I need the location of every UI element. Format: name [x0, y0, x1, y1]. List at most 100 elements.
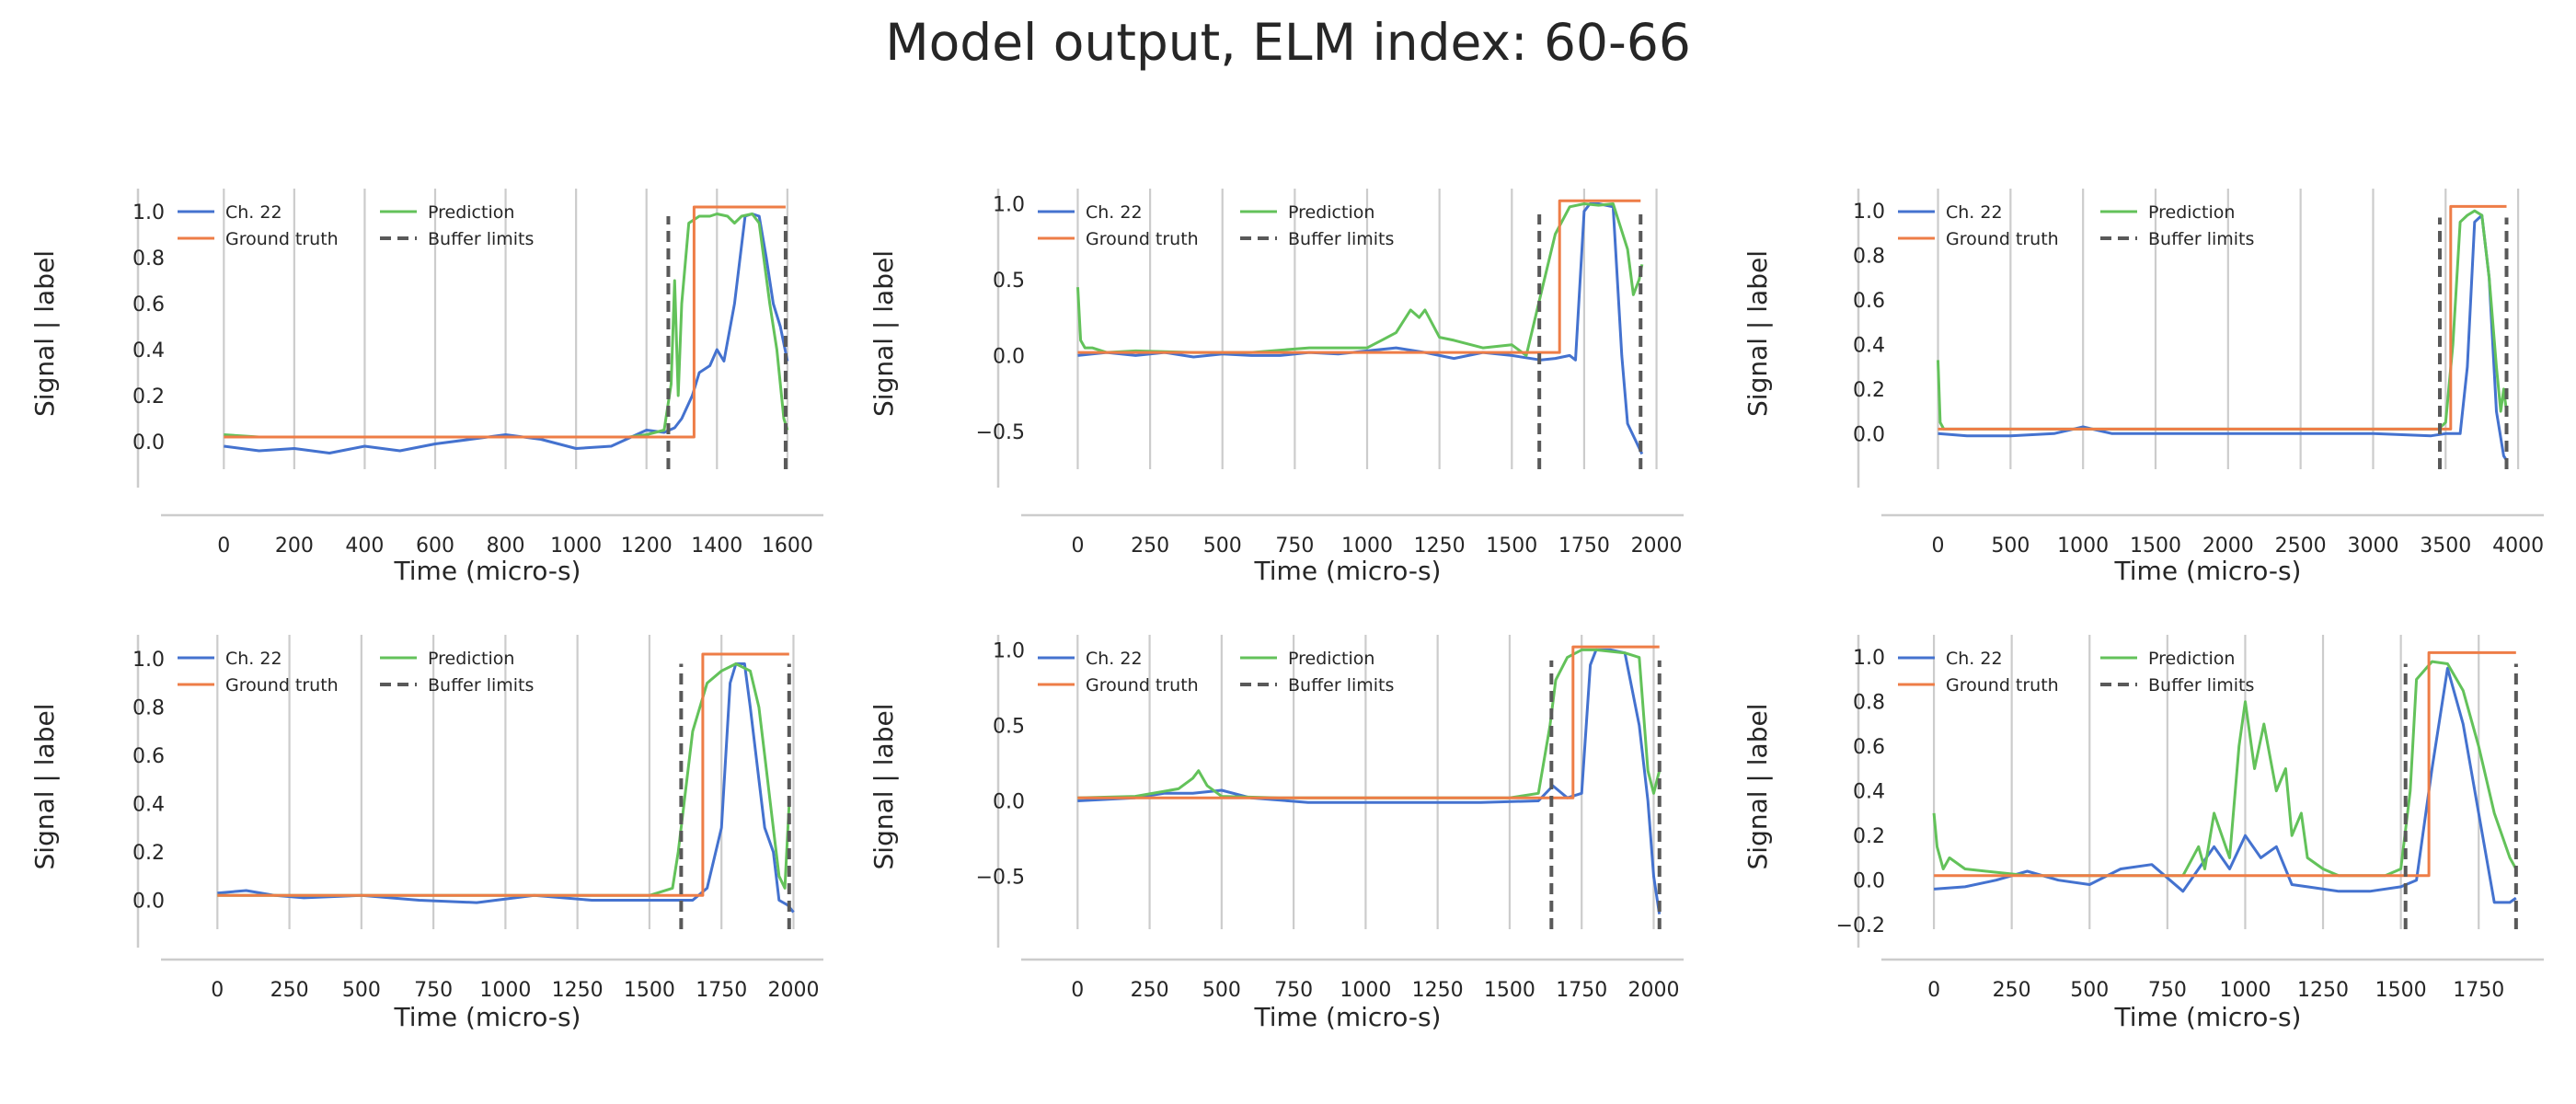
legend-label: Ground truth — [225, 675, 339, 696]
y-tick-label: 0.0 — [132, 891, 165, 914]
y-tick-label: 0.4 — [132, 794, 165, 817]
y-tick-label: −0.5 — [976, 421, 1025, 444]
y-axis-label: Signal | label — [1742, 250, 1773, 417]
y-axis-label: Signal | label — [29, 250, 60, 417]
y-tick-label: 0.6 — [1853, 736, 1885, 759]
x-axis-label: Time (micro-s) — [1254, 556, 1442, 586]
x-tick-label: 800 — [487, 535, 525, 558]
subplot-3: 0 500 1000 1500 2000 2500 3000 3500 4000 0.0 0.2 0.… — [1742, 189, 2544, 586]
subplot-1: 0 200 400 600 800 1000 1200 1400 1600 0.0 0.2 0.4 0.… — [29, 189, 823, 586]
legend-label: Ch. 22 — [225, 649, 282, 669]
x-tick-label: 1000 — [1340, 979, 1391, 1002]
x-tick-label: 1400 — [691, 535, 742, 558]
x-tick-label: 1250 — [2297, 979, 2349, 1002]
y-tick-label: 0.5 — [993, 715, 1025, 738]
series-line-ch22 — [1933, 666, 2517, 904]
y-tick-label: 0.0 — [132, 431, 165, 454]
legend-label: Prediction — [1288, 202, 1374, 223]
x-tick-label: 0 — [1071, 535, 1084, 558]
x-tick-label: 2000 — [767, 979, 819, 1002]
legend: Ch. 22 Ground truth Prediction Buffer limit… — [1038, 202, 1394, 249]
ground-truth-line — [1938, 204, 2507, 431]
y-tick-label: 0.4 — [1853, 334, 1885, 357]
x-tick-label: 1200 — [621, 535, 673, 558]
legend-label: Buffer limits — [1288, 675, 1394, 696]
x-tick-label: 500 — [1203, 535, 1242, 558]
x-tick-label: 750 — [414, 979, 453, 1002]
legend-label: Ch. 22 — [1086, 649, 1143, 669]
legend-label: Buffer limits — [428, 675, 534, 696]
x-tick-label: 1000 — [2057, 535, 2109, 558]
ground-truth-line — [1934, 650, 2516, 878]
legend: Ch. 22 Ground truth Prediction Buffer limit… — [1898, 649, 2254, 696]
x-tick-label: 1750 — [2453, 979, 2504, 1002]
y-tick-label: 0.8 — [132, 247, 165, 270]
x-axis-label: Time (micro-s) — [1254, 1002, 1442, 1032]
ground-truth-line — [1077, 199, 1641, 354]
y-tick-label: 0.0 — [1853, 423, 1885, 446]
x-tick-label: 1000 — [550, 535, 602, 558]
y-tick-label: 0.2 — [1853, 825, 1885, 848]
legend-label: Ch. 22 — [1946, 202, 2003, 223]
x-tick-label: 1000 — [479, 979, 531, 1002]
x-tick-label: 0 — [1932, 535, 1945, 558]
legend-label: Buffer limits — [2148, 675, 2254, 696]
legend-label: Ground truth — [225, 229, 339, 249]
x-tick-label: 0 — [211, 979, 224, 1002]
y-axis-label: Signal | label — [1742, 704, 1773, 870]
x-tick-label: 2000 — [1631, 535, 1683, 558]
ground-truth-line — [1077, 645, 1660, 799]
x-tick-label: 3500 — [2420, 535, 2471, 558]
x-axis-label: Time (micro-s) — [394, 556, 581, 586]
x-tick-label: 500 — [1202, 979, 1241, 1002]
figure-title: Model output, ELM index: 60-66 — [885, 13, 1691, 72]
x-tick-label: 1250 — [552, 979, 604, 1002]
legend-label: Ch. 22 — [225, 202, 282, 223]
x-axis-label: Time (micro-s) — [2114, 556, 2302, 586]
x-tick-label: 2000 — [1627, 979, 1679, 1002]
x-tick-label: 1750 — [696, 979, 747, 1002]
subplot-6: 0 250 500 750 1000 1250 1500 1750 −0.2 0.0 0.2 0.4 0… — [1742, 635, 2544, 1032]
x-tick-label: 500 — [1991, 535, 2030, 558]
legend-label: Ch. 22 — [1946, 649, 2003, 669]
y-tick-label: 0.5 — [993, 270, 1025, 293]
x-tick-label: 250 — [1993, 979, 2031, 1002]
x-tick-label: 1500 — [1484, 979, 1535, 1002]
y-tick-label: −0.5 — [976, 867, 1025, 890]
y-tick-label: 0.8 — [1853, 246, 1885, 269]
legend-label: Buffer limits — [1288, 229, 1394, 249]
legend-label: Ground truth — [1946, 229, 2059, 249]
y-axis-label: Signal | label — [868, 704, 899, 870]
legend-label: Prediction — [2148, 649, 2235, 669]
legend-label: Ground truth — [1946, 675, 2059, 696]
x-tick-label: 250 — [1131, 979, 1169, 1002]
x-tick-label: 1750 — [1558, 535, 1610, 558]
legend-label: Prediction — [428, 202, 514, 223]
legend-label: Prediction — [1288, 649, 1374, 669]
y-tick-label: 0.2 — [132, 385, 165, 408]
series-line-ch22 — [224, 213, 789, 454]
legend: Ch. 22 Ground truth Prediction Buffer limit… — [1038, 649, 1394, 696]
y-tick-label: 0.2 — [132, 842, 165, 865]
legend-label: Ground truth — [1086, 675, 1199, 696]
y-tick-label: 0.6 — [132, 745, 165, 768]
x-tick-label: 400 — [345, 535, 384, 558]
series-line-ch22 — [1938, 213, 2508, 462]
ground-truth-line — [217, 652, 789, 897]
x-axis-label: Time (micro-s) — [394, 1002, 581, 1032]
legend-label: Ground truth — [1086, 229, 1199, 249]
y-tick-label: 0.6 — [132, 293, 165, 316]
x-tick-label: 4000 — [2492, 535, 2544, 558]
y-tick-label: 1.0 — [132, 649, 165, 672]
x-tick-label: 750 — [1275, 535, 1314, 558]
x-tick-label: 1500 — [624, 979, 675, 1002]
y-tick-label: 0.0 — [993, 345, 1025, 368]
x-tick-label: 1500 — [2130, 535, 2181, 558]
x-tick-label: 3000 — [2347, 535, 2398, 558]
x-tick-label: 200 — [275, 535, 314, 558]
legend: Ch. 22 Ground truth Prediction Buffer limit… — [1898, 202, 2254, 249]
x-tick-label: 1000 — [1341, 535, 1393, 558]
x-tick-label: 2500 — [2275, 535, 2327, 558]
legend-label: Ch. 22 — [1086, 202, 1143, 223]
